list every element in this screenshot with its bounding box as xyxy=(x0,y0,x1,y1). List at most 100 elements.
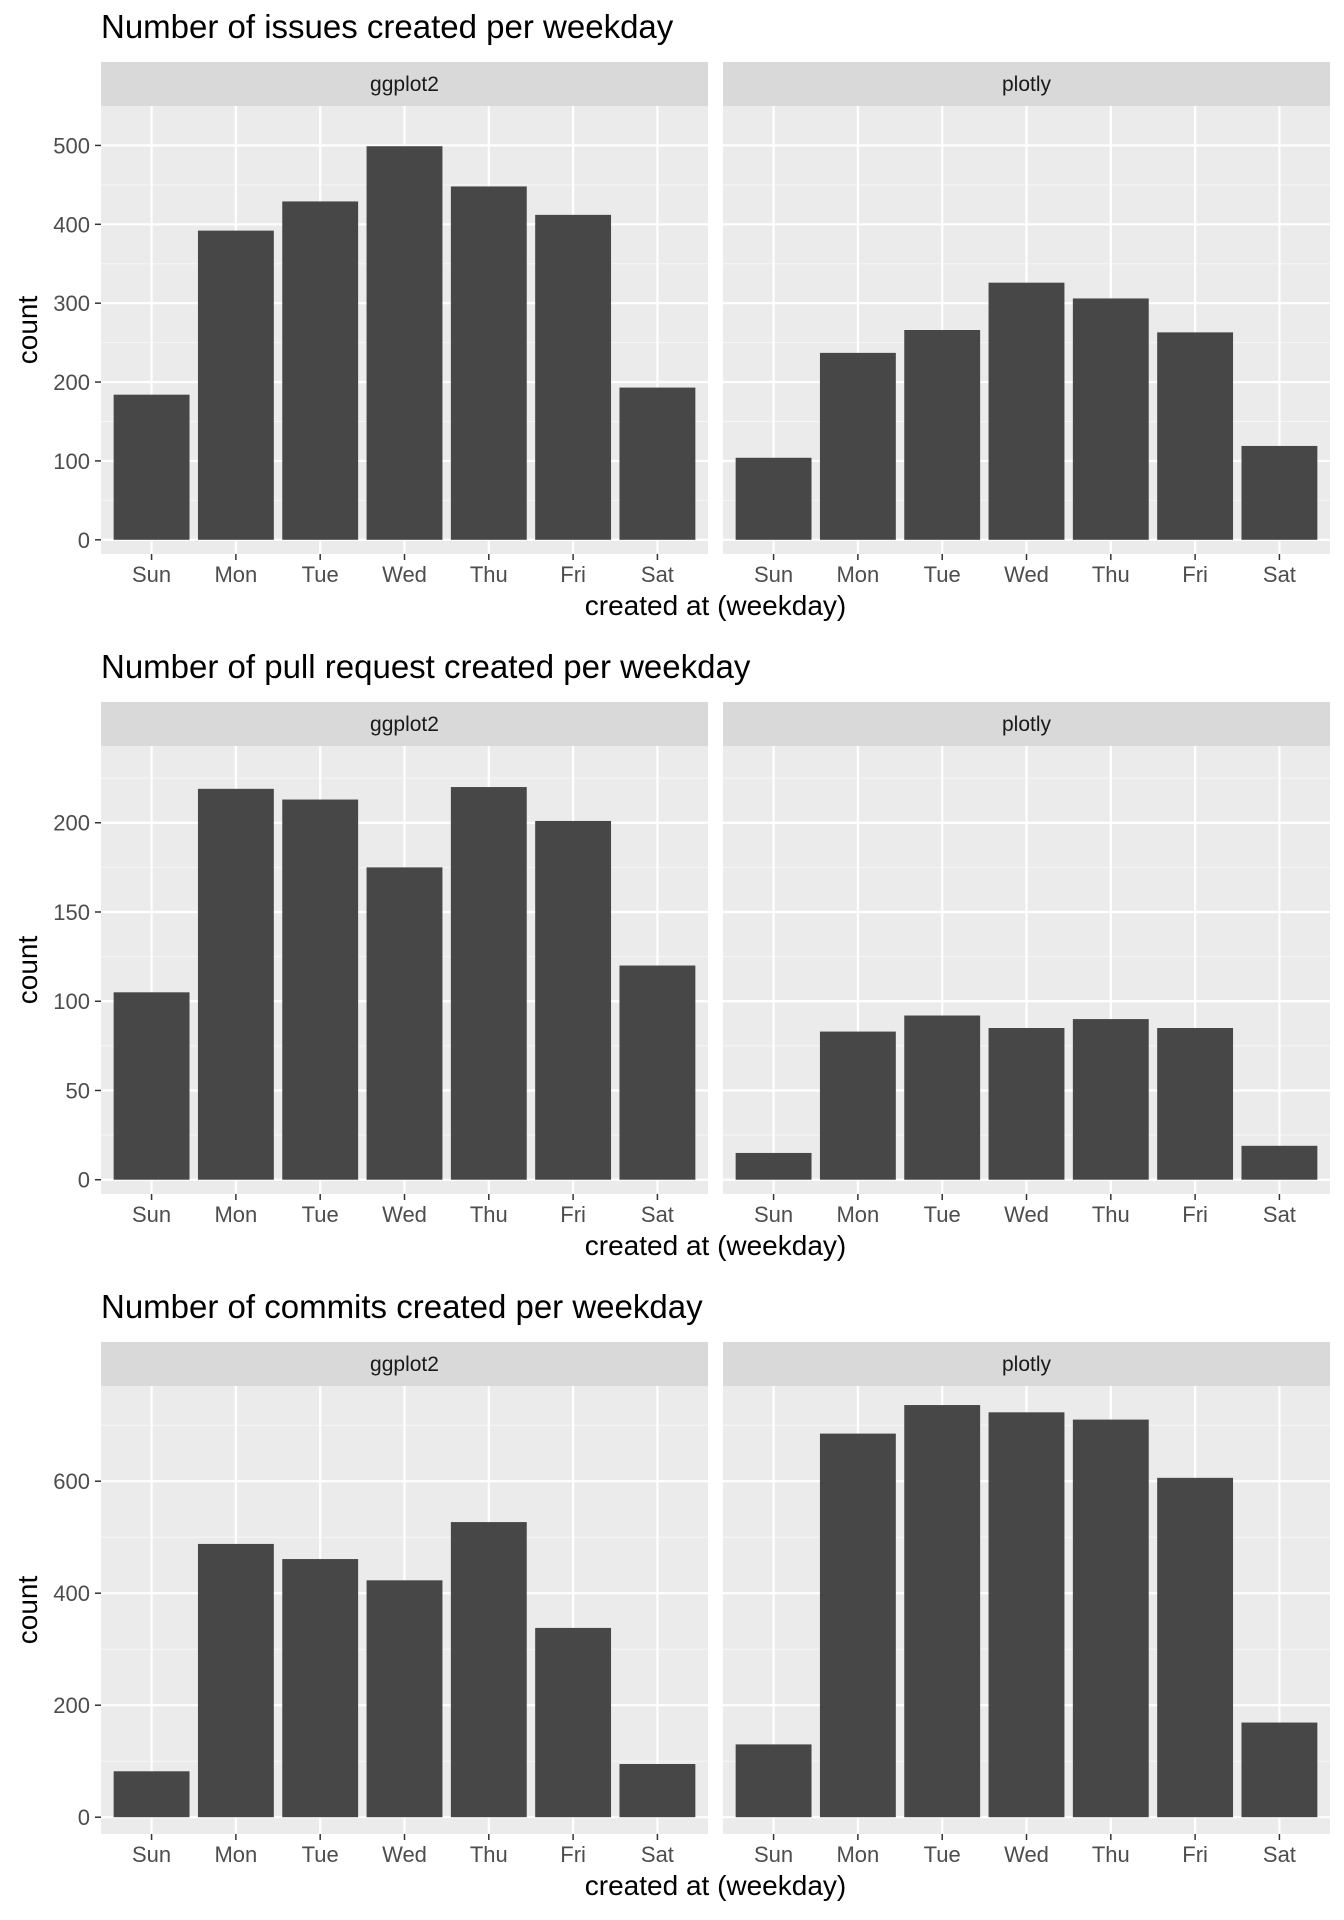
x-tick-label: Wed xyxy=(382,562,427,587)
bar-plotly-sun xyxy=(735,1152,812,1180)
x-tick-label: Thu xyxy=(470,562,508,587)
y-tick-label: 100 xyxy=(53,989,90,1014)
y-tick-label: 0 xyxy=(78,1805,90,1830)
bar-ggplot2-thu xyxy=(450,186,527,540)
facet-strip-label: ggplot2 xyxy=(370,1353,439,1376)
facet-panel-ggplot2: ggplot2 Sun Mon Tue Wed Thu Fri Sat 0 50 100 150 200 xyxy=(53,702,708,1227)
x-tick-label: Wed xyxy=(382,1842,427,1867)
x-axis-title: created at (weekday) xyxy=(585,590,846,621)
chart-title: Number of issues created per weekday xyxy=(101,8,674,45)
bar-plotly-mon xyxy=(819,1031,896,1180)
bar-ggplot2-thu xyxy=(450,787,527,1180)
facet-panel-ggplot2: ggplot2 Sun Mon Tue Wed Thu Fri Sat 0 200 400 600 xyxy=(53,1342,708,1867)
facet-strip xyxy=(723,1342,1330,1386)
x-tick-label: Mon xyxy=(214,1202,257,1227)
y-tick-label: 0 xyxy=(78,1168,90,1193)
bar-ggplot2-fri xyxy=(535,214,612,540)
bar-ggplot2-wed xyxy=(366,146,443,540)
y-tick-label: 300 xyxy=(53,291,90,316)
x-tick-label: Wed xyxy=(1004,1202,1049,1227)
x-tick-label: Wed xyxy=(1004,562,1049,587)
bar-plotly-thu xyxy=(1072,1419,1149,1818)
x-tick-label: Sun xyxy=(754,1202,793,1227)
y-tick-label: 50 xyxy=(66,1078,90,1103)
x-tick-label: Fri xyxy=(560,1202,586,1227)
bar-plotly-mon xyxy=(819,352,896,540)
bar-ggplot2-sat xyxy=(619,1764,696,1818)
facet-panel-plotly: plotly Sun Mon Tue Wed Thu Fri Sat xyxy=(723,1342,1330,1867)
bar-plotly-tue xyxy=(904,1405,981,1818)
y-tick-label: 400 xyxy=(53,212,90,237)
bar-ggplot2-tue xyxy=(282,201,359,540)
x-axis-title: created at (weekday) xyxy=(585,1230,846,1261)
y-tick-label: 200 xyxy=(53,811,90,836)
x-tick-label: Sat xyxy=(1263,1202,1296,1227)
bar-plotly-wed xyxy=(988,282,1065,540)
x-tick-label: Fri xyxy=(1182,1202,1208,1227)
bar-plotly-sun xyxy=(735,457,812,540)
x-tick-label: Sun xyxy=(132,562,171,587)
bar-plotly-fri xyxy=(1157,332,1234,540)
bar-plotly-sat xyxy=(1241,445,1318,540)
facet-strip-label: plotly xyxy=(1002,73,1052,96)
bar-plotly-sat xyxy=(1241,1145,1318,1180)
facet-panel-ggplot2: ggplot2 Sun Mon Tue Wed Thu Fri Sat 0 100 200 300 40… xyxy=(53,62,708,587)
chart-2: Number of pull request created per weekd… xyxy=(12,648,1330,1261)
facet-strip-label: ggplot2 xyxy=(370,73,439,96)
x-tick-label: Fri xyxy=(560,562,586,587)
x-tick-label: Fri xyxy=(1182,562,1208,587)
x-tick-label: Thu xyxy=(470,1842,508,1867)
facet-strip-label: plotly xyxy=(1002,713,1052,736)
y-tick-label: 200 xyxy=(53,1693,90,1718)
facet-panel-plotly: plotly Sun Mon Tue Wed Thu Fri Sat xyxy=(723,62,1330,587)
x-tick-label: Sat xyxy=(641,562,674,587)
bar-plotly-tue xyxy=(904,330,981,540)
x-tick-label: Thu xyxy=(1092,1842,1130,1867)
bar-ggplot2-sun xyxy=(113,992,190,1180)
x-tick-label: Sat xyxy=(1263,562,1296,587)
bar-ggplot2-mon xyxy=(197,788,274,1180)
x-tick-label: Tue xyxy=(302,1202,339,1227)
x-tick-label: Sun xyxy=(132,1202,171,1227)
x-tick-label: Sun xyxy=(754,562,793,587)
bar-ggplot2-fri xyxy=(535,820,612,1180)
x-tick-label: Thu xyxy=(470,1202,508,1227)
x-tick-label: Mon xyxy=(214,1842,257,1867)
x-tick-label: Sat xyxy=(1263,1842,1296,1867)
y-tick-label: 100 xyxy=(53,449,90,474)
x-axis-title: created at (weekday) xyxy=(585,1870,846,1901)
bar-ggplot2-wed xyxy=(366,1580,443,1818)
bar-ggplot2-mon xyxy=(197,230,274,540)
x-tick-label: Tue xyxy=(924,1842,961,1867)
bar-ggplot2-fri xyxy=(535,1627,612,1818)
x-tick-label: Tue xyxy=(302,562,339,587)
x-tick-label: Sat xyxy=(641,1842,674,1867)
bar-plotly-fri xyxy=(1157,1477,1234,1818)
x-tick-label: Wed xyxy=(1004,1842,1049,1867)
chart-3: Number of commits created per weekday ggp… xyxy=(12,1288,1330,1901)
bar-plotly-tue xyxy=(904,1015,981,1180)
bar-plotly-fri xyxy=(1157,1028,1234,1180)
bar-ggplot2-sat xyxy=(619,387,696,540)
facet-strip xyxy=(101,702,708,746)
y-axis-title: count xyxy=(12,296,43,365)
y-tick-label: 200 xyxy=(53,370,90,395)
x-tick-label: Sun xyxy=(754,1842,793,1867)
chart-title: Number of pull request created per weekd… xyxy=(101,648,751,685)
facet-strip xyxy=(101,62,708,106)
bar-ggplot2-tue xyxy=(282,799,359,1180)
bar-plotly-sun xyxy=(735,1744,812,1818)
facet-strip-label: ggplot2 xyxy=(370,713,439,736)
x-tick-label: Tue xyxy=(924,1202,961,1227)
bar-plotly-wed xyxy=(988,1028,1065,1180)
chart-title: Number of commits created per weekday xyxy=(101,1288,703,1325)
facet-strip-label: plotly xyxy=(1002,1353,1052,1376)
y-tick-label: 0 xyxy=(78,528,90,553)
bar-ggplot2-sat xyxy=(619,965,696,1180)
x-tick-label: Mon xyxy=(836,1202,879,1227)
y-tick-label: 600 xyxy=(53,1469,90,1494)
bar-plotly-mon xyxy=(819,1433,896,1818)
x-tick-label: Mon xyxy=(836,562,879,587)
x-tick-label: Thu xyxy=(1092,562,1130,587)
bar-ggplot2-sun xyxy=(113,1771,190,1818)
